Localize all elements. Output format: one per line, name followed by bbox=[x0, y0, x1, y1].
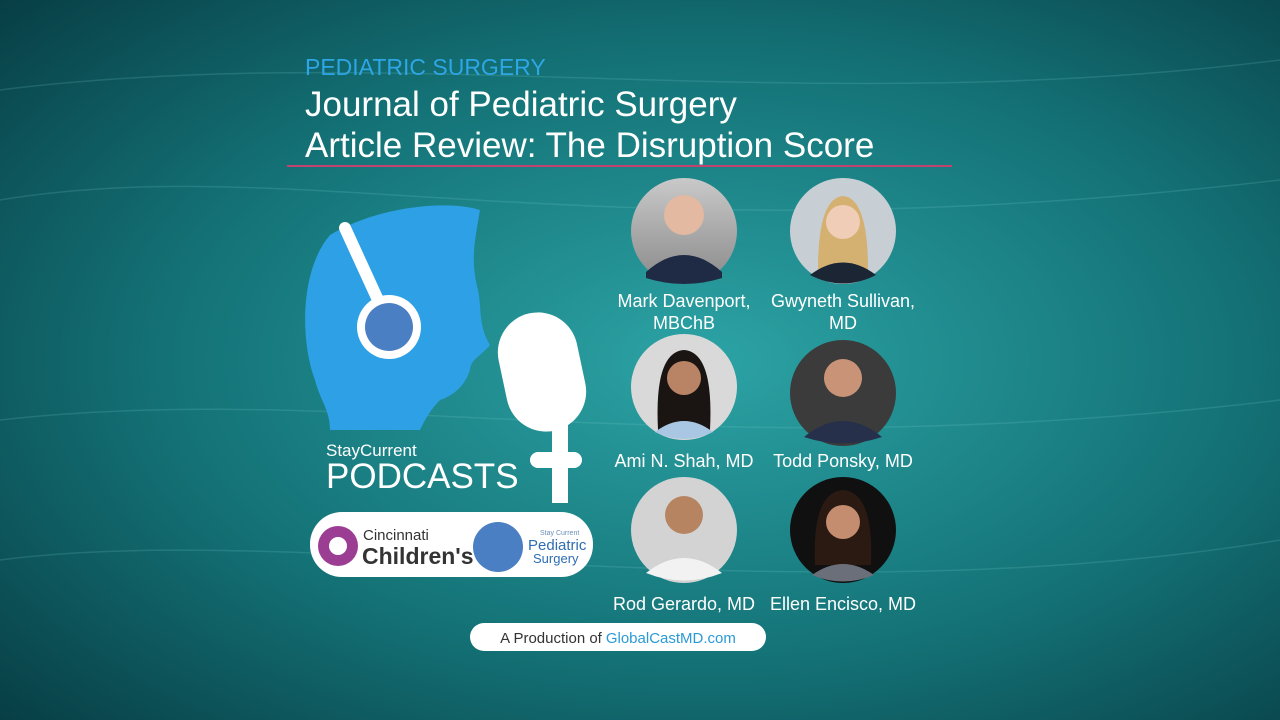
speaker-photo bbox=[631, 477, 737, 583]
speaker-photo bbox=[631, 178, 737, 284]
brand-small: StayCurrent bbox=[326, 441, 417, 460]
speaker-name: Gwyneth Sullivan, bbox=[771, 291, 915, 311]
footer-prefix: A Production of bbox=[500, 630, 603, 647]
footer-credit: A Production of GlobalCastMD.com bbox=[500, 630, 736, 647]
category: PEDIATRIC SURGERY bbox=[305, 54, 546, 80]
footer-pill bbox=[470, 623, 766, 651]
speaker-photo bbox=[790, 477, 896, 583]
speaker-name: MBChB bbox=[653, 313, 715, 333]
footer-site: GlobalCastMD.com bbox=[606, 630, 736, 647]
brand-large: PODCASTS bbox=[326, 457, 519, 496]
speaker-photos bbox=[631, 178, 896, 583]
logo-sub-top: Pediatric bbox=[528, 537, 587, 554]
speaker-name: Ellen Encisco, MD bbox=[770, 594, 916, 614]
speaker-name: MD bbox=[829, 313, 857, 333]
speaker-name: Todd Ponsky, MD bbox=[773, 451, 913, 471]
speaker-name: Rod Gerardo, MD bbox=[613, 594, 755, 614]
speaker-photo bbox=[790, 340, 896, 446]
logo-sub-bottom: Surgery bbox=[533, 551, 579, 566]
logo-sub-small: Stay Current bbox=[540, 530, 579, 537]
microphone bbox=[497, 312, 587, 503]
headphone-globe bbox=[365, 303, 413, 351]
speaker-photo bbox=[631, 334, 737, 440]
speaker-name: Ami N. Shah, MD bbox=[614, 451, 753, 471]
headphone-band bbox=[339, 222, 384, 306]
logo-org-top: Cincinnati bbox=[363, 527, 429, 544]
speaker-name: Mark Davenport, bbox=[617, 291, 750, 311]
title-line: Article Review: The Disruption Score bbox=[305, 126, 874, 165]
logo-org-bottom: Children's bbox=[362, 543, 474, 569]
logo-pill bbox=[310, 512, 593, 577]
title-line: Journal of Pediatric Surgery bbox=[305, 85, 737, 124]
cincinnati-mark-center bbox=[329, 537, 347, 555]
pediatric-surgery-globe bbox=[473, 522, 523, 572]
speaker-photo bbox=[790, 178, 896, 284]
